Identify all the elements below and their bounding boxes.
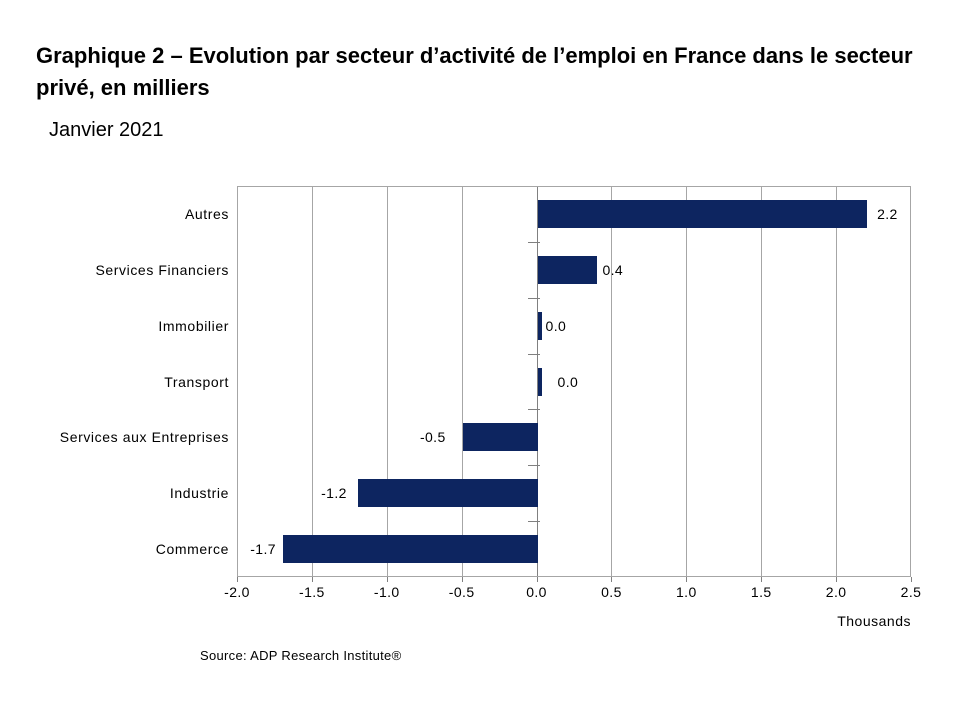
x-tick-label: 0.0 xyxy=(526,584,547,600)
category-label: Immobilier xyxy=(158,317,229,334)
source-note: Source: ADP Research Institute® xyxy=(200,648,402,663)
gridline xyxy=(461,187,463,576)
gridline xyxy=(761,187,763,576)
category-axis-tick xyxy=(527,409,540,411)
x-tick-label: 1.5 xyxy=(750,584,772,600)
x-tick-label: -1.0 xyxy=(373,584,400,600)
category-label: Services Financiers xyxy=(95,261,229,278)
category-label: Services aux Entreprises xyxy=(59,429,229,446)
category-axis-tick xyxy=(527,353,540,355)
category-label: Commerce xyxy=(155,541,229,558)
x-tick-label: 1.0 xyxy=(675,584,697,600)
category-axis-tick xyxy=(527,521,540,523)
category-axis-tick xyxy=(527,465,540,467)
bar xyxy=(537,367,542,396)
x-axis-tick xyxy=(237,577,238,582)
x-tick-label: 2.0 xyxy=(825,584,847,600)
x-axis-tick xyxy=(836,577,838,582)
gridline xyxy=(686,187,688,576)
category-label: Autres xyxy=(184,206,229,222)
bar xyxy=(462,423,538,452)
x-axis-tick xyxy=(311,577,313,582)
zero-axis-line xyxy=(536,187,538,576)
bar-value-label: 0.4 xyxy=(602,261,624,278)
plot-area: -2.0 -1.5 -1.0 -0.5 0.0 0.5 1.0 1.5 2.0 2.5 2.2 Aut… xyxy=(60,186,921,600)
bar-value-label: -1.2 xyxy=(321,485,347,502)
x-tick-label: 2.5 xyxy=(900,584,922,600)
x-axis-tick xyxy=(761,577,763,582)
bar xyxy=(357,479,538,508)
x-tick-label: -1.5 xyxy=(299,584,325,600)
bar-value-label: 0.0 xyxy=(545,317,567,334)
bar-value-label: 0.0 xyxy=(557,373,579,390)
gridline xyxy=(386,187,388,576)
x-axis-tick xyxy=(611,577,613,582)
x-axis-tick xyxy=(386,577,388,582)
x-tick-label: -2.0 xyxy=(224,584,250,600)
category-axis-tick xyxy=(527,241,540,243)
x-axis-tick xyxy=(461,577,463,582)
chart-subtitle: Janvier 2021 xyxy=(49,119,164,141)
x-tick-label: -0.5 xyxy=(448,584,475,600)
bar xyxy=(537,199,868,228)
bar xyxy=(537,255,598,284)
gridline xyxy=(311,187,313,576)
category-label: Industrie xyxy=(169,485,229,502)
x-axis-tick xyxy=(536,577,538,582)
bar-value-label: -1.7 xyxy=(250,541,276,558)
gridline xyxy=(836,187,838,576)
category-label: Transport xyxy=(164,373,229,390)
bar-value-label: 2.2 xyxy=(877,205,898,222)
x-axis-tick xyxy=(911,577,912,582)
bar xyxy=(537,311,542,340)
x-axis-tick xyxy=(686,577,688,582)
bar-value-label: -0.5 xyxy=(419,429,446,446)
bar xyxy=(282,535,538,564)
x-axis-unit-label: Thousands xyxy=(837,613,911,629)
x-tick-label: 0.5 xyxy=(601,584,622,600)
chart-title: Graphique 2 – Evolution par secteur d’ac… xyxy=(36,43,913,100)
category-axis-tick xyxy=(527,297,540,299)
gridline xyxy=(611,187,613,576)
